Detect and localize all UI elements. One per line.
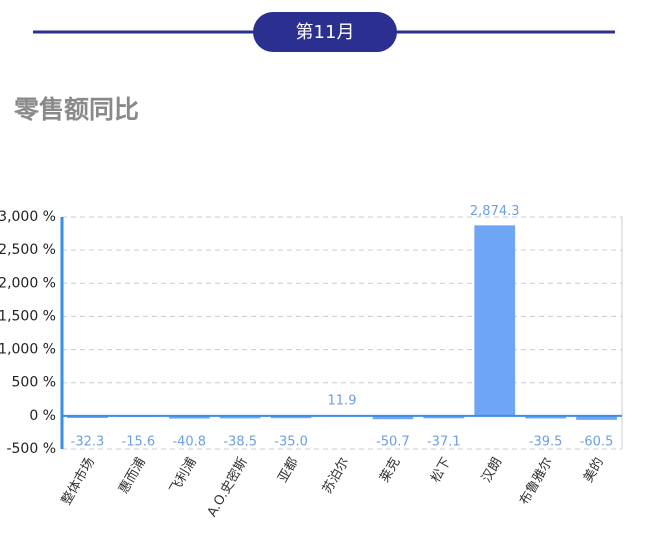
bar <box>576 415 617 420</box>
bar <box>423 415 465 419</box>
x-tick-label: 莱克 <box>377 455 403 485</box>
chart-title: 零售额同比 <box>13 95 139 124</box>
tab-pill[interactable] <box>253 12 397 52</box>
value-label: -35.0 <box>274 434 308 449</box>
value-label: -38.5 <box>223 434 257 449</box>
y-tick-label: 0 % <box>29 408 56 424</box>
x-tick-label: A.O.史密斯 <box>204 455 251 520</box>
x-tick-label: 亚都 <box>276 455 302 485</box>
value-label: -50.7 <box>376 434 410 449</box>
bar <box>270 415 312 419</box>
y-tick-label: -500 % <box>6 441 56 457</box>
value-label: 2,874.3 <box>470 204 520 219</box>
bar <box>168 415 210 419</box>
x-tick-label: 松下 <box>428 455 454 485</box>
value-label: 11.9 <box>328 394 357 409</box>
bar <box>67 415 108 418</box>
value-label: -37.1 <box>427 434 461 449</box>
bar <box>372 415 414 420</box>
x-tick-label: 布鲁雅尔 <box>517 455 556 508</box>
x-tick-label: 整体市场 <box>58 455 98 508</box>
y-tick-label: 3,000 % <box>0 209 56 225</box>
y-tick-label: 2,500 % <box>0 242 56 258</box>
value-label: -60.5 <box>580 434 614 449</box>
y-tick-label: 500 % <box>12 375 56 391</box>
y-tick-label: 1,000 % <box>0 342 56 358</box>
bar <box>525 415 566 419</box>
value-label: -15.6 <box>122 434 156 449</box>
tab-label[interactable]: 第11月 <box>296 22 355 43</box>
x-tick-label: 惠而浦 <box>116 455 148 496</box>
value-label: -32.3 <box>71 434 105 449</box>
x-tick-label: 苏泊尔 <box>319 455 352 497</box>
x-tick-label: 美的 <box>580 455 607 486</box>
value-label: -39.5 <box>529 434 563 449</box>
value-label: -40.8 <box>172 434 206 449</box>
bar <box>474 225 516 416</box>
x-tick-label: 飞利浦 <box>167 455 199 496</box>
y-tick-label: 2,000 % <box>0 275 56 291</box>
bar <box>219 415 261 419</box>
y-tick-label: 1,500 % <box>0 308 56 324</box>
x-tick-label: 汉朗 <box>479 455 505 485</box>
